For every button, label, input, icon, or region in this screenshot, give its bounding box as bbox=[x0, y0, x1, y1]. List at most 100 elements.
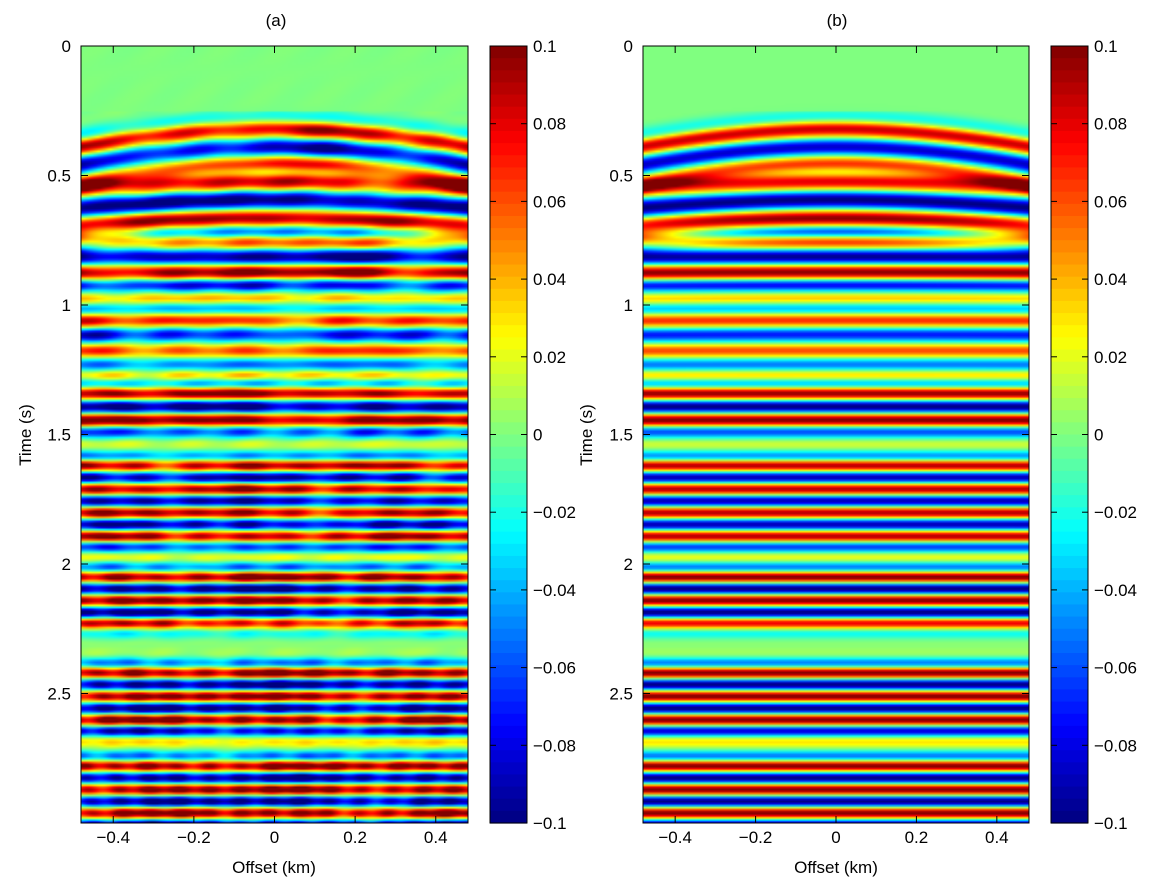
colorbar-band-a bbox=[490, 713, 527, 727]
colorbar-band-b bbox=[1051, 313, 1088, 326]
colorbar-band-b bbox=[1051, 288, 1088, 302]
colorbar-tick-label-b: −0.06 bbox=[1094, 659, 1137, 678]
colorbar-band-a bbox=[490, 373, 527, 387]
colorbar-band-a bbox=[490, 738, 527, 751]
colorbar-band-b bbox=[1051, 689, 1088, 703]
colorbar-tick-label-b: −0.02 bbox=[1094, 503, 1137, 522]
y-tick-label-b: 2 bbox=[624, 555, 633, 574]
colorbar-band-b bbox=[1051, 337, 1088, 351]
colorbar-band-a bbox=[490, 240, 527, 253]
x-tick-label-b: −0.2 bbox=[739, 828, 773, 847]
colorbar-band-b bbox=[1051, 300, 1088, 314]
colorbar-band-b bbox=[1051, 762, 1088, 776]
colorbar-band-a bbox=[490, 616, 527, 630]
colorbar-band-a bbox=[490, 82, 527, 96]
y-tick-label-a: 0 bbox=[62, 37, 71, 56]
heatmap-raster-b bbox=[643, 46, 1029, 823]
colorbar-tick-label-a: 0.06 bbox=[533, 192, 566, 211]
colorbar-tick-label-b: 0 bbox=[1094, 426, 1103, 445]
colorbar-band-a bbox=[490, 458, 527, 472]
colorbar-band-b bbox=[1051, 118, 1088, 132]
colorbar-tick-label-b: 0.02 bbox=[1094, 348, 1127, 367]
colorbar-band-b bbox=[1051, 252, 1088, 266]
colorbar-band-a bbox=[490, 288, 527, 302]
colorbar-band-a bbox=[490, 568, 527, 581]
x-tick-label-a: −0.4 bbox=[96, 828, 130, 847]
y-tick-label-a: 1 bbox=[62, 296, 71, 315]
panel-b: (b) −0.4 −0.2 0 0.2 0.4 0 0.5 1 1.5 2 2.5 Offset … bbox=[577, 11, 1137, 877]
x-tick-label-b: 0.2 bbox=[905, 828, 929, 847]
colorbar-band-a bbox=[490, 252, 527, 266]
colorbar-band-a bbox=[490, 592, 527, 606]
y-axis-label-b: Time (s) bbox=[577, 404, 596, 466]
colorbar-band-a bbox=[490, 798, 527, 812]
colorbar-band-a bbox=[490, 46, 527, 59]
colorbar-band-b bbox=[1051, 665, 1088, 678]
colorbar-band-a bbox=[490, 810, 527, 824]
colorbar-band-b bbox=[1051, 398, 1088, 411]
colorbar-band-b bbox=[1051, 203, 1088, 217]
y-axis-b: 0 0.5 1 1.5 2 2.5 bbox=[609, 37, 1029, 704]
colorbar-band-a bbox=[490, 786, 527, 800]
colorbar-band-a bbox=[490, 495, 527, 508]
colorbar-tick-label-a: −0.1 bbox=[533, 814, 567, 833]
colorbar-band-a bbox=[490, 349, 527, 363]
colorbar-tick-label-a: 0.08 bbox=[533, 115, 566, 134]
colorbar-band-b bbox=[1051, 519, 1088, 533]
colorbar-band-b bbox=[1051, 568, 1088, 581]
x-tick-label-a: 0.4 bbox=[424, 828, 448, 847]
colorbar-tick-label-a: −0.08 bbox=[533, 736, 576, 755]
colorbar-tick-label-a: 0 bbox=[533, 426, 542, 445]
colorbar-band-a bbox=[490, 228, 527, 241]
colorbar-band-b bbox=[1051, 191, 1088, 205]
colorbar-band-b bbox=[1051, 786, 1088, 800]
panel-title-a: (a) bbox=[266, 11, 287, 30]
colorbar-band-a bbox=[490, 531, 527, 545]
colorbar-band-b bbox=[1051, 701, 1088, 715]
colorbar-band-a bbox=[490, 677, 527, 691]
colorbar-band-b bbox=[1051, 774, 1088, 788]
colorbar-band-b bbox=[1051, 240, 1088, 253]
colorbar-band-a bbox=[490, 665, 527, 678]
colorbar-band-a bbox=[490, 555, 527, 569]
colorbar-band-b bbox=[1051, 276, 1088, 290]
colorbar-band-a bbox=[490, 689, 527, 703]
x-tick-label-b: −0.4 bbox=[658, 828, 692, 847]
colorbar-band-a bbox=[490, 434, 527, 448]
colorbar-band-a bbox=[490, 337, 527, 351]
colorbar-band-b bbox=[1051, 264, 1088, 278]
colorbar-band-b bbox=[1051, 446, 1088, 460]
colorbar-band-b bbox=[1051, 592, 1088, 606]
colorbar-band-a bbox=[490, 167, 527, 181]
x-axis-label-b: Offset (km) bbox=[794, 858, 878, 877]
colorbar-band-a bbox=[490, 653, 527, 666]
colorbar-band-b bbox=[1051, 143, 1088, 156]
colorbar-band-b bbox=[1051, 434, 1088, 448]
colorbar-band-a bbox=[490, 58, 527, 71]
colorbar-bands-a bbox=[490, 46, 527, 824]
y-axis-label-a: Time (s) bbox=[16, 404, 35, 466]
panel-title-b: (b) bbox=[827, 11, 848, 30]
colorbar-band-b bbox=[1051, 361, 1088, 375]
colorbar-band-b bbox=[1051, 640, 1088, 654]
y-tick-label-b: 0.5 bbox=[609, 167, 633, 186]
panel-a: (a) −0.4 −0.2 0 0.2 0.4 0 0.5 1 1.5 2 2.5 Offset … bbox=[16, 11, 576, 877]
colorbar-band-a bbox=[490, 191, 527, 205]
colorbar-band-b bbox=[1051, 725, 1088, 739]
colorbar-band-b bbox=[1051, 604, 1088, 618]
y-tick-label-b: 1.5 bbox=[609, 426, 633, 445]
x-tick-label-a: 0 bbox=[270, 828, 279, 847]
colorbar-band-a bbox=[490, 215, 527, 229]
colorbar-band-a bbox=[490, 94, 527, 108]
x-axis-b: −0.4 −0.2 0 0.2 0.4 bbox=[658, 46, 1009, 847]
x-axis-label-a: Offset (km) bbox=[232, 858, 316, 877]
colorbar-band-a bbox=[490, 750, 527, 763]
colorbar-tick-label-a: −0.02 bbox=[533, 503, 576, 522]
colorbar-tick-label-b: −0.08 bbox=[1094, 736, 1137, 755]
colorbar-band-a bbox=[490, 300, 527, 314]
colorbar-band-b bbox=[1051, 470, 1088, 484]
colorbar-band-a bbox=[490, 410, 527, 423]
colorbar-band-b bbox=[1051, 507, 1088, 521]
colorbar-band-b bbox=[1051, 580, 1088, 593]
colorbar-tick-label-b: 0.1 bbox=[1094, 37, 1118, 56]
